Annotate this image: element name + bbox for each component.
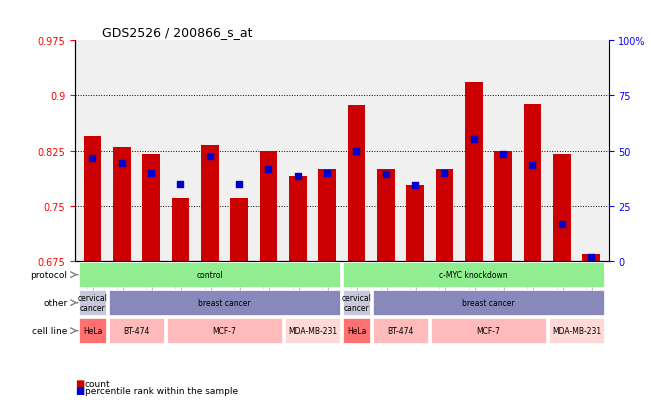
Point [410,182,421,189]
Text: HeLa: HeLa [347,326,366,335]
Bar [582,254,600,261]
Text: count: count [85,379,110,388]
Text: MDA-MB-231: MDA-MB-231 [552,326,601,335]
Point [87,155,98,162]
Bar [143,155,160,261]
Text: cell line: cell line [32,326,68,335]
Point [469,137,479,143]
Bar [260,151,277,261]
Bar [406,185,424,261]
Point [234,182,244,188]
Bar [284,318,340,344]
Point [352,148,362,154]
Bar [372,290,604,316]
Point [498,152,508,158]
Bar [372,318,428,344]
Bar [318,169,336,261]
Text: cervical
cancer: cervical cancer [77,293,107,313]
Text: c-MYC knockdown: c-MYC knockdown [439,271,508,280]
Text: other: other [43,299,68,307]
Point [175,182,186,188]
Text: BT-474: BT-474 [387,326,413,335]
Bar [494,151,512,261]
Text: MCF-7: MCF-7 [212,326,236,335]
Bar [289,177,307,261]
Text: HeLa: HeLa [83,326,102,335]
Bar [109,318,164,344]
Bar [377,169,395,261]
Point [527,162,538,169]
Bar [348,106,365,261]
Bar [113,147,131,261]
Bar [553,155,570,261]
Bar [172,199,189,261]
Text: control: control [197,271,223,280]
Bar [230,199,248,261]
Point [146,170,156,176]
Bar [84,136,102,261]
Text: ■: ■ [75,378,84,388]
Bar [167,318,282,344]
Bar [465,83,482,261]
Text: MDA-MB-231: MDA-MB-231 [288,326,337,335]
Bar [549,318,604,344]
Text: GDS2526 / 200866_s_at: GDS2526 / 200866_s_at [102,26,252,39]
Point [204,153,215,159]
Point [586,254,596,261]
Bar [343,262,604,287]
Bar [79,318,105,344]
Point [439,170,450,176]
Bar [79,290,105,316]
Point [322,170,332,176]
Text: ■: ■ [75,385,84,395]
Text: breast cancer: breast cancer [198,299,251,307]
Bar [523,105,541,261]
Point [117,160,127,167]
Text: breast cancer: breast cancer [462,299,515,307]
Point [557,221,567,228]
Bar [436,169,453,261]
Bar [109,290,340,316]
Point [263,166,273,173]
Text: MCF-7: MCF-7 [477,326,501,335]
Bar [431,318,546,344]
Bar [79,262,340,287]
Point [381,171,391,178]
Point [292,173,303,180]
Text: BT-474: BT-474 [123,326,150,335]
Text: cervical
cancer: cervical cancer [342,293,371,313]
Bar [201,146,219,261]
Bar [343,318,370,344]
Text: protocol: protocol [31,271,68,280]
Text: percentile rank within the sample: percentile rank within the sample [85,386,238,395]
Bar [343,290,370,316]
